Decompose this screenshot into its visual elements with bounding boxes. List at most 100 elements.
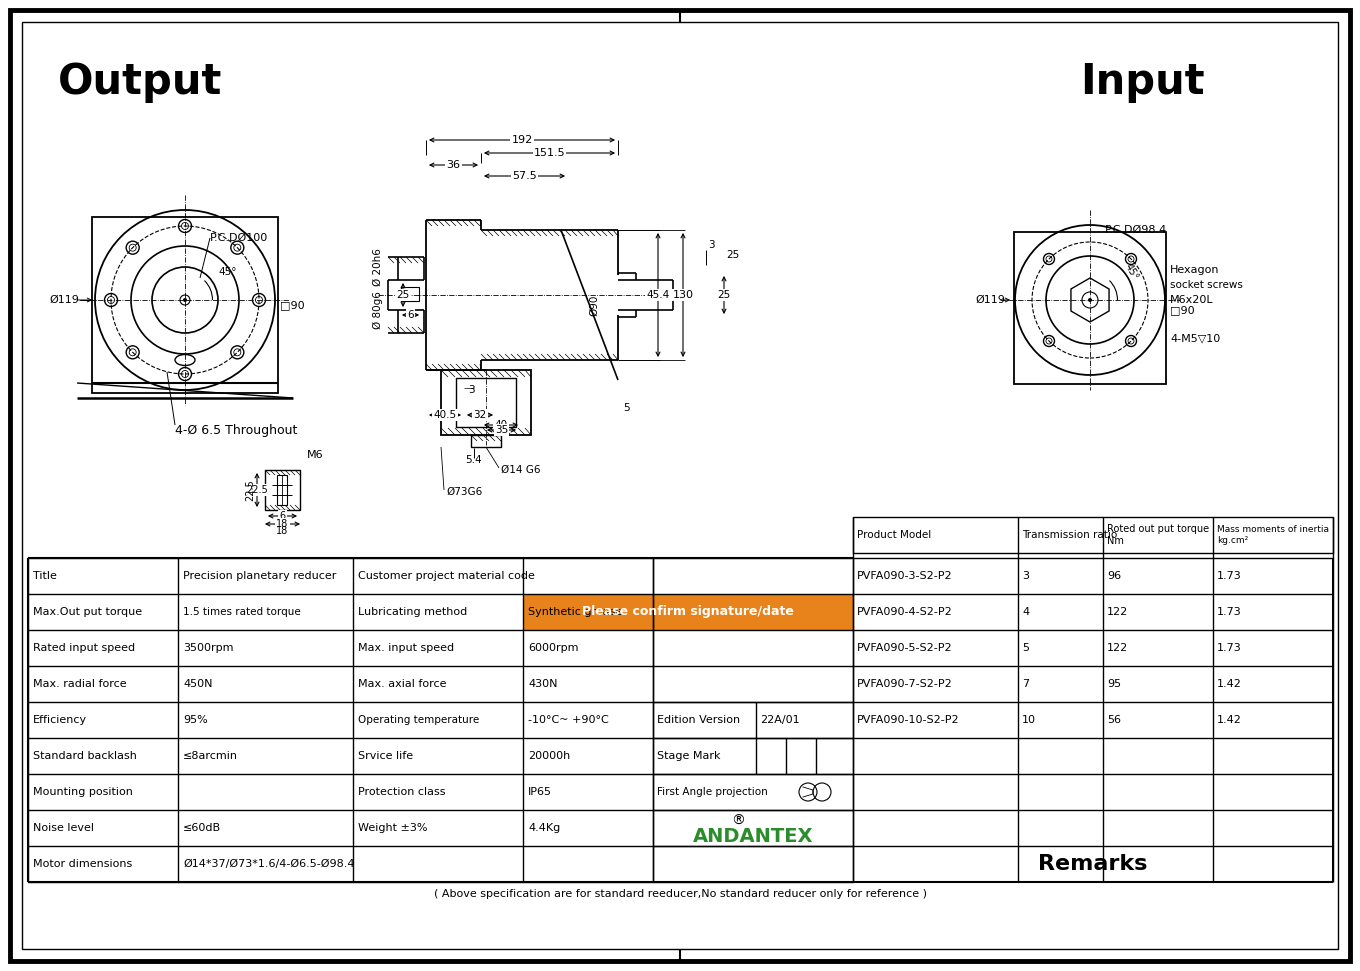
- Text: 57.5: 57.5: [513, 171, 537, 181]
- Text: ®: ®: [732, 814, 745, 828]
- Text: Ø14 G6: Ø14 G6: [500, 465, 540, 475]
- Text: 96: 96: [1107, 571, 1121, 581]
- Text: Max. radial force: Max. radial force: [33, 679, 126, 689]
- Text: 6: 6: [279, 518, 286, 528]
- Text: Input: Input: [1080, 61, 1205, 103]
- Bar: [853, 517, 1333, 553]
- Text: 1.42: 1.42: [1217, 715, 1242, 725]
- Bar: [277, 475, 287, 505]
- Text: 3: 3: [468, 385, 475, 395]
- Text: 32: 32: [473, 410, 487, 420]
- Text: 1.73: 1.73: [1217, 571, 1242, 581]
- Text: 40: 40: [495, 420, 507, 430]
- Text: 1.73: 1.73: [1217, 643, 1242, 653]
- Text: Title: Title: [33, 571, 57, 581]
- Text: 20000h: 20000h: [528, 751, 570, 761]
- Text: 4-Ø 6.5 Throughout: 4-Ø 6.5 Throughout: [175, 423, 298, 437]
- Text: Customer project material code: Customer project material code: [358, 571, 534, 581]
- Text: Max.Out put torque: Max.Out put torque: [33, 607, 143, 617]
- Text: Ø14*37/Ø73*1.6/4-Ø6.5-Ø98.4: Ø14*37/Ø73*1.6/4-Ø6.5-Ø98.4: [184, 859, 355, 869]
- Text: Stage Mark: Stage Mark: [657, 751, 721, 761]
- Text: □90: □90: [1170, 305, 1194, 315]
- Text: Remarks: Remarks: [1038, 854, 1148, 874]
- Bar: [441, 370, 530, 435]
- Text: Max. input speed: Max. input speed: [358, 643, 454, 653]
- Text: 5: 5: [1021, 643, 1030, 653]
- Text: 56: 56: [1107, 715, 1121, 725]
- Text: IP65: IP65: [528, 787, 552, 797]
- Text: Ø 20h6: Ø 20h6: [373, 248, 384, 285]
- Text: 4.4Kg: 4.4Kg: [528, 823, 560, 833]
- Text: 6: 6: [279, 511, 286, 521]
- Text: 45.4: 45.4: [646, 290, 669, 300]
- Text: 25: 25: [396, 290, 409, 300]
- Text: 5: 5: [623, 403, 630, 413]
- Text: -10°C~ +90°C: -10°C~ +90°C: [528, 715, 609, 725]
- Text: M6x20L: M6x20L: [1170, 295, 1213, 305]
- Text: 151.5: 151.5: [533, 148, 566, 158]
- Text: Roted out put torque
Nm: Roted out put torque Nm: [1107, 524, 1209, 546]
- Text: PVFA090-5-S2-P2: PVFA090-5-S2-P2: [857, 643, 952, 653]
- Circle shape: [184, 298, 188, 302]
- Text: 450N: 450N: [184, 679, 212, 689]
- Text: 1.5 times rated torque: 1.5 times rated torque: [184, 607, 301, 617]
- Text: Noise level: Noise level: [33, 823, 94, 833]
- Text: Rated input speed: Rated input speed: [33, 643, 135, 653]
- Circle shape: [1088, 298, 1092, 302]
- Bar: [471, 435, 500, 447]
- Text: Ø73G6: Ø73G6: [446, 487, 483, 497]
- Text: 36: 36: [446, 160, 461, 170]
- Text: PVFA090-10-S2-P2: PVFA090-10-S2-P2: [857, 715, 960, 725]
- Text: Motor dimensions: Motor dimensions: [33, 859, 132, 869]
- Bar: [524, 594, 853, 630]
- Text: ≤8arcmin: ≤8arcmin: [184, 751, 238, 761]
- Text: Synthetic grease: Synthetic grease: [528, 607, 623, 617]
- Text: 35: 35: [495, 425, 509, 435]
- Text: 45°: 45°: [1123, 262, 1140, 282]
- Text: 6000rpm: 6000rpm: [528, 643, 578, 653]
- Text: 95%: 95%: [184, 715, 208, 725]
- Text: socket screws: socket screws: [1170, 280, 1243, 290]
- Text: Weight ±3%: Weight ±3%: [358, 823, 427, 833]
- Text: M6: M6: [307, 450, 324, 460]
- Text: Mounting position: Mounting position: [33, 787, 133, 797]
- Text: Ø90: Ø90: [589, 294, 598, 316]
- Text: 95: 95: [1107, 679, 1121, 689]
- Text: 7: 7: [1021, 679, 1030, 689]
- Text: Ø 80g6: Ø 80g6: [373, 291, 384, 329]
- Text: □90: □90: [280, 300, 305, 310]
- Text: 3: 3: [1021, 571, 1030, 581]
- Text: Standard backlash: Standard backlash: [33, 751, 137, 761]
- Text: 3500rpm: 3500rpm: [184, 643, 234, 653]
- Text: 122: 122: [1107, 607, 1129, 617]
- Text: Output: Output: [58, 61, 223, 103]
- Text: 122: 122: [1107, 643, 1129, 653]
- Text: 1.42: 1.42: [1217, 679, 1242, 689]
- Text: Efficiency: Efficiency: [33, 715, 87, 725]
- Text: Srvice life: Srvice life: [358, 751, 413, 761]
- Text: Lubricating method: Lubricating method: [358, 607, 468, 617]
- Bar: [456, 378, 515, 427]
- Text: ( Above specification are for standard reeducer,No standard reducer only for ref: ( Above specification are for standard r…: [434, 889, 926, 899]
- Text: Transmission ratio: Transmission ratio: [1021, 530, 1118, 540]
- Text: 430N: 430N: [528, 679, 558, 689]
- Text: 18: 18: [276, 526, 288, 536]
- Text: First Angle projection: First Angle projection: [657, 787, 768, 797]
- Text: Please confirm signature/date: Please confirm signature/date: [582, 606, 794, 619]
- Bar: [265, 470, 301, 510]
- Text: Product Model: Product Model: [857, 530, 932, 540]
- Text: 25: 25: [726, 250, 740, 260]
- Text: 130: 130: [672, 290, 694, 300]
- Text: PVFA090-3-S2-P2: PVFA090-3-S2-P2: [857, 571, 952, 581]
- Text: 22A/01: 22A/01: [760, 715, 800, 725]
- Text: 25: 25: [717, 290, 730, 300]
- Text: 192: 192: [511, 135, 533, 145]
- Text: 5.4: 5.4: [465, 455, 483, 465]
- Text: 1.73: 1.73: [1217, 607, 1242, 617]
- Text: Precision planetary reducer: Precision planetary reducer: [184, 571, 336, 581]
- Text: 4-M5▽10: 4-M5▽10: [1170, 333, 1220, 343]
- Text: 10: 10: [1021, 715, 1036, 725]
- Text: 40.5: 40.5: [434, 410, 457, 420]
- Text: Edition Version: Edition Version: [657, 715, 740, 725]
- Text: 18: 18: [276, 519, 288, 529]
